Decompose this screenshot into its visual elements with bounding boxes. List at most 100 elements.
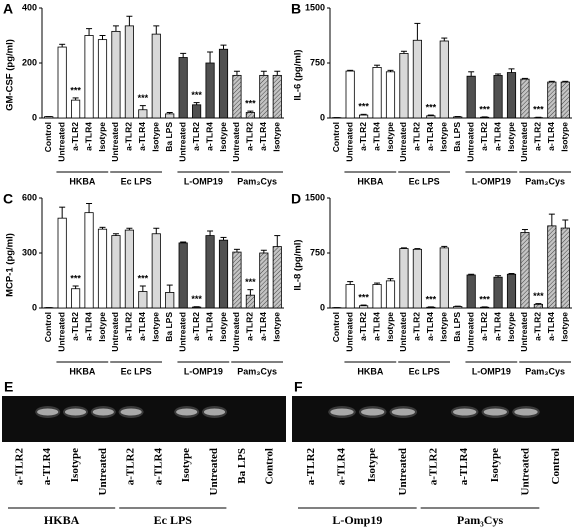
x-tick-label: Untreated	[519, 122, 529, 162]
y-tick-label: 0	[320, 112, 325, 122]
group-label: L-Omp19	[332, 513, 382, 527]
y-tick-label: 0	[32, 302, 37, 312]
x-tick-label: a-TLR4	[425, 122, 435, 151]
x-tick-label: Untreated	[465, 312, 475, 352]
x-tick-label: a-TLR4	[137, 122, 147, 151]
x-tick-label: a-TLR4	[258, 122, 268, 151]
group-label: Pam₃Cys	[237, 176, 277, 186]
bar	[232, 74, 242, 119]
x-tick-label: a-TLR2	[533, 122, 543, 151]
gel-band	[37, 408, 59, 416]
x-tick-label: a-TLR4	[204, 122, 214, 151]
bar	[412, 39, 422, 119]
y-tick-label: 0	[32, 112, 37, 122]
y-tick-label: 750	[310, 247, 325, 257]
gel-band	[361, 408, 385, 416]
x-tick-label: Isotype	[385, 312, 395, 342]
gel-image	[292, 396, 574, 442]
x-tick-label: a-TLR4	[371, 312, 381, 341]
bar	[165, 292, 175, 309]
bar	[111, 30, 121, 119]
x-tick-label: Isotype	[97, 122, 107, 152]
gel-band	[203, 408, 226, 416]
x-tick-label: Untreated	[519, 312, 529, 352]
significance-label: ***	[191, 294, 202, 304]
x-tick-label: Untreated	[231, 122, 241, 162]
x-tick-label: a-TLR4	[83, 312, 93, 341]
x-tick-label: Isotype	[272, 312, 282, 342]
group-label: Pam₃Cys	[525, 176, 565, 186]
group-label: Pam₃Cys	[457, 513, 504, 527]
significance-label: ***	[358, 292, 369, 302]
x-tick-label: Ba LPS	[452, 122, 462, 152]
x-tick-label: Control	[43, 312, 53, 342]
gel-image	[2, 396, 286, 442]
x-tick-label: Untreated	[56, 122, 66, 162]
bar	[84, 35, 94, 119]
x-tick-label: Ba LPS	[164, 312, 174, 342]
panel-letter: D	[291, 191, 301, 207]
bar	[399, 248, 409, 309]
y-tick-label: 750	[310, 57, 325, 67]
group-label: HKBA	[69, 366, 95, 376]
gel-band	[483, 408, 507, 416]
x-tick-label: Untreated	[177, 122, 187, 162]
bar	[245, 294, 255, 309]
bar	[520, 232, 530, 309]
x-tick-label: Control	[43, 122, 53, 152]
bar	[124, 229, 134, 309]
bar	[259, 252, 269, 309]
significance-label: ***	[138, 273, 149, 283]
x-tick-label: Isotype	[151, 122, 161, 152]
x-tick-label: Isotype	[218, 122, 228, 152]
x-tick-label: a-TLR4	[492, 122, 502, 151]
lane-label: a-TLR4	[152, 448, 164, 486]
group-label: Ec LPS	[154, 513, 193, 527]
gel-band	[453, 408, 477, 416]
lane-label: a-TLR2	[13, 448, 25, 486]
bar	[412, 248, 422, 309]
lane-label: Isotype	[366, 448, 378, 482]
x-tick-label: a-TLR4	[137, 312, 147, 341]
x-tick-label: a-TLR4	[371, 122, 381, 151]
bar	[272, 246, 282, 309]
significance-label: ***	[70, 273, 81, 283]
gel-panel: Fa-TLR2 a-TLR4 Isotype Untreated a-TLR2 a-TLR…	[292, 379, 574, 527]
bar	[372, 67, 382, 119]
gel-panel: Ea-TLR2 a-TLR4 Isotype Untreated a-TLR2 a-TLR…	[2, 379, 286, 527]
x-tick-label: a-TLR2	[124, 312, 134, 341]
bar	[506, 72, 517, 119]
lane-label: Control	[264, 448, 276, 484]
bar	[84, 212, 94, 309]
x-tick-label: Ba LPS	[164, 122, 174, 152]
significance-label: ***	[138, 93, 149, 103]
x-tick-label: a-TLR2	[245, 312, 255, 341]
x-tick-label: Isotype	[506, 312, 516, 342]
y-tick-label: 1500	[305, 192, 325, 202]
x-tick-label: a-TLR2	[124, 122, 134, 151]
x-tick-label: Untreated	[344, 122, 354, 162]
x-tick-label: a-TLR4	[204, 312, 214, 341]
gel-band	[391, 408, 415, 416]
x-tick-label: Isotype	[97, 312, 107, 342]
x-tick-label: a-TLR2	[70, 312, 80, 341]
panel-letter: C	[3, 191, 13, 207]
x-tick-label: Untreated	[465, 122, 475, 162]
group-label: HKBA	[357, 366, 383, 376]
gel-band	[92, 408, 114, 416]
significance-label: ***	[245, 99, 256, 109]
y-axis-label: GM-CSF (pg/ml)	[5, 39, 16, 111]
bar	[111, 235, 121, 309]
bar	[71, 99, 81, 119]
bar	[453, 116, 463, 119]
significance-label: ***	[533, 105, 544, 115]
y-tick-label: 300	[22, 247, 37, 257]
bar	[345, 284, 355, 309]
panel-letter: E	[4, 379, 13, 395]
x-tick-label: Isotype	[506, 122, 516, 152]
x-tick-label: a-TLR4	[425, 312, 435, 341]
